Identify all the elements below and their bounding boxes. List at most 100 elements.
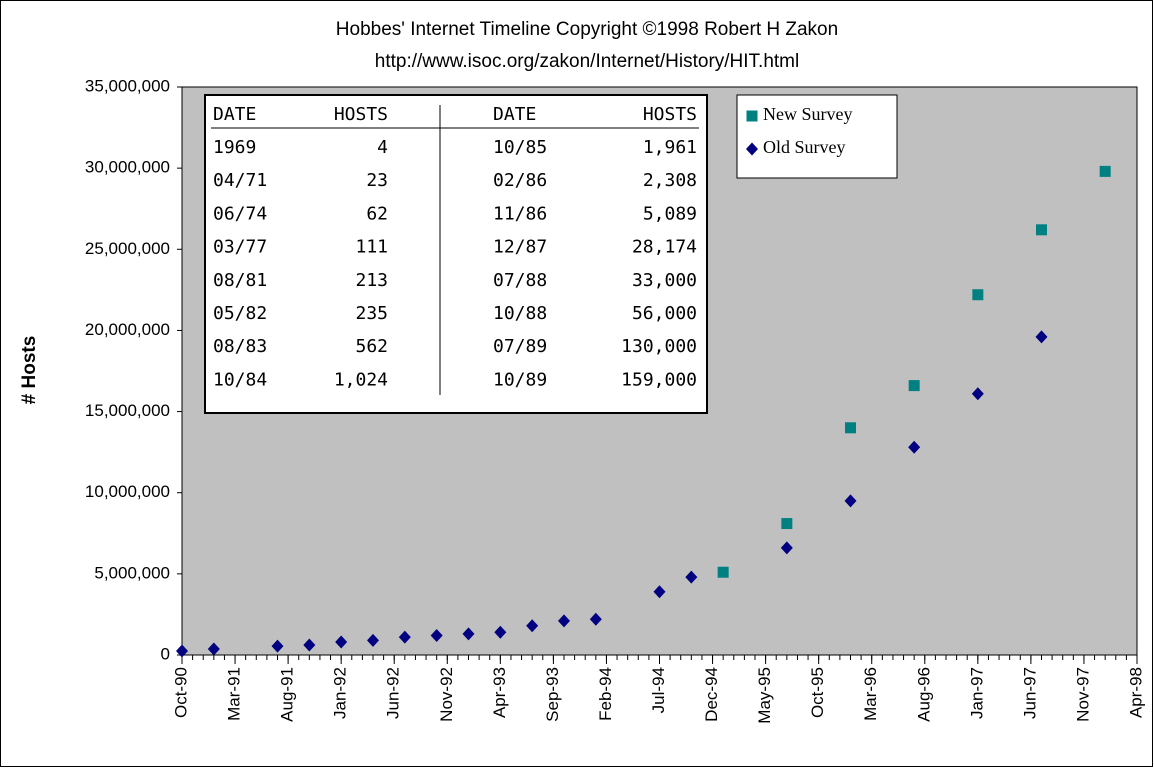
table-cell: 07/88 — [493, 270, 547, 291]
table-cell: 10/84 — [213, 369, 267, 390]
x-tick-label: Nov-92 — [437, 667, 456, 722]
table-cell: 33,000 — [632, 270, 697, 291]
x-tick-label: Jun-92 — [384, 667, 403, 719]
diamond-marker — [303, 638, 316, 652]
x-tick-label: Oct-90 — [171, 667, 190, 718]
diamond-marker — [367, 633, 379, 647]
table-cell: 05/82 — [213, 303, 267, 324]
diamond-marker — [526, 619, 539, 633]
diamond-marker — [653, 585, 666, 599]
table-cell: 235 — [355, 303, 388, 324]
x-tick-label: Jan-92 — [331, 667, 350, 719]
x-tick-label: Nov-97 — [1073, 667, 1092, 722]
legend-box — [736, 94, 898, 179]
x-tick-label: Aug-91 — [278, 667, 297, 722]
diamond-marker — [335, 635, 348, 649]
table-header: DATE — [213, 104, 256, 125]
diamond-marker — [971, 387, 984, 401]
square-marker — [908, 380, 920, 392]
diamond-marker — [780, 541, 793, 555]
square-marker — [746, 110, 758, 122]
y-axis-label: # Hosts — [19, 336, 40, 405]
table-cell: 10/88 — [493, 303, 547, 324]
table-cell: 1,024 — [334, 369, 388, 390]
diamond-marker — [398, 630, 411, 644]
table-cell: 08/83 — [213, 336, 267, 357]
table-cell: 5,089 — [643, 203, 697, 224]
square-marker — [972, 289, 984, 301]
diamond-marker — [271, 639, 284, 653]
x-tick-label: Jun-97 — [1020, 667, 1039, 719]
table-cell: 159,000 — [621, 369, 697, 390]
table-cell: 562 — [355, 336, 388, 357]
table-cell: 213 — [355, 270, 388, 291]
diamond-marker — [1035, 330, 1048, 344]
table-cell: 04/71 — [213, 170, 267, 191]
diamond-marker — [494, 625, 507, 639]
y-tick-label: 30,000,000 — [85, 158, 170, 177]
table-cell: 12/87 — [493, 237, 547, 258]
square-marker — [845, 422, 856, 434]
x-tick-label: Mar-96 — [861, 667, 880, 721]
x-tick-label: Feb-94 — [596, 667, 615, 721]
diamond-marker — [558, 614, 570, 628]
square-marker — [781, 518, 793, 530]
table-cell: 08/81 — [213, 270, 267, 291]
x-tick-label: Apr-93 — [490, 667, 509, 718]
diamond-marker — [430, 629, 443, 643]
chart-subtitle: http://www.isoc.org/zakon/Internet/Histo… — [375, 51, 800, 72]
table-cell: 03/77 — [213, 237, 267, 258]
x-tick-label: Sep-93 — [543, 667, 562, 722]
y-tick-label: 20,000,000 — [85, 320, 170, 339]
y-tick-label: 15,000,000 — [85, 401, 170, 420]
square-marker — [717, 566, 729, 578]
x-tick-label: May-95 — [755, 667, 774, 724]
x-tick-label: Jul-94 — [649, 667, 668, 713]
table-cell: 111 — [355, 237, 388, 258]
diamond-marker — [908, 440, 921, 454]
diamond-marker — [589, 612, 602, 626]
table-header: HOSTS — [334, 104, 388, 125]
table-cell: 28,174 — [632, 237, 697, 258]
table-header: DATE — [493, 104, 536, 125]
x-tick-label: Jan-97 — [967, 667, 986, 719]
y-tick-label: 35,000,000 — [85, 76, 170, 95]
legend-label: Old Survey — [763, 137, 846, 157]
diamond-marker — [176, 644, 188, 658]
table-cell: 1969 — [213, 137, 256, 158]
table-cell: 10/89 — [493, 369, 547, 390]
square-marker — [1036, 224, 1047, 236]
chart-title: Hobbes' Internet Timeline Copyright ©199… — [336, 19, 838, 40]
x-tick-label: Oct-95 — [808, 667, 827, 718]
table-cell: 06/74 — [213, 203, 267, 224]
table-box — [204, 94, 708, 414]
table-header: HOSTS — [643, 104, 697, 125]
table-cell: 56,000 — [632, 303, 697, 324]
legend-label: New Survey — [763, 104, 852, 124]
table-cell: 4 — [377, 137, 388, 158]
diamond-marker — [746, 142, 758, 156]
y-tick-label: 25,000,000 — [85, 239, 170, 258]
table-cell: 130,000 — [621, 336, 697, 357]
x-tick-label: Dec-94 — [702, 667, 721, 722]
table-cell: 23 — [366, 170, 388, 191]
table-cell: 62 — [366, 203, 388, 224]
x-tick-label: Aug-96 — [914, 667, 933, 722]
x-tick-label: Apr-98 — [1126, 667, 1145, 718]
table-cell: 11/86 — [493, 203, 547, 224]
diamond-marker — [844, 494, 857, 508]
y-tick-label: 5,000,000 — [94, 563, 170, 582]
diamond-marker — [685, 570, 698, 584]
table-cell: 2,308 — [643, 170, 697, 191]
table-cell: 07/89 — [493, 336, 547, 357]
diamond-marker — [207, 642, 220, 656]
diamond-marker — [462, 627, 475, 641]
table-cell: 10/85 — [493, 137, 547, 158]
y-tick-label: 0 — [161, 644, 170, 663]
table-cell: 02/86 — [493, 170, 547, 191]
x-tick-label: Mar-91 — [225, 667, 244, 721]
y-tick-label: 10,000,000 — [85, 482, 170, 501]
square-marker — [1099, 165, 1111, 177]
table-cell: 1,961 — [643, 137, 697, 158]
